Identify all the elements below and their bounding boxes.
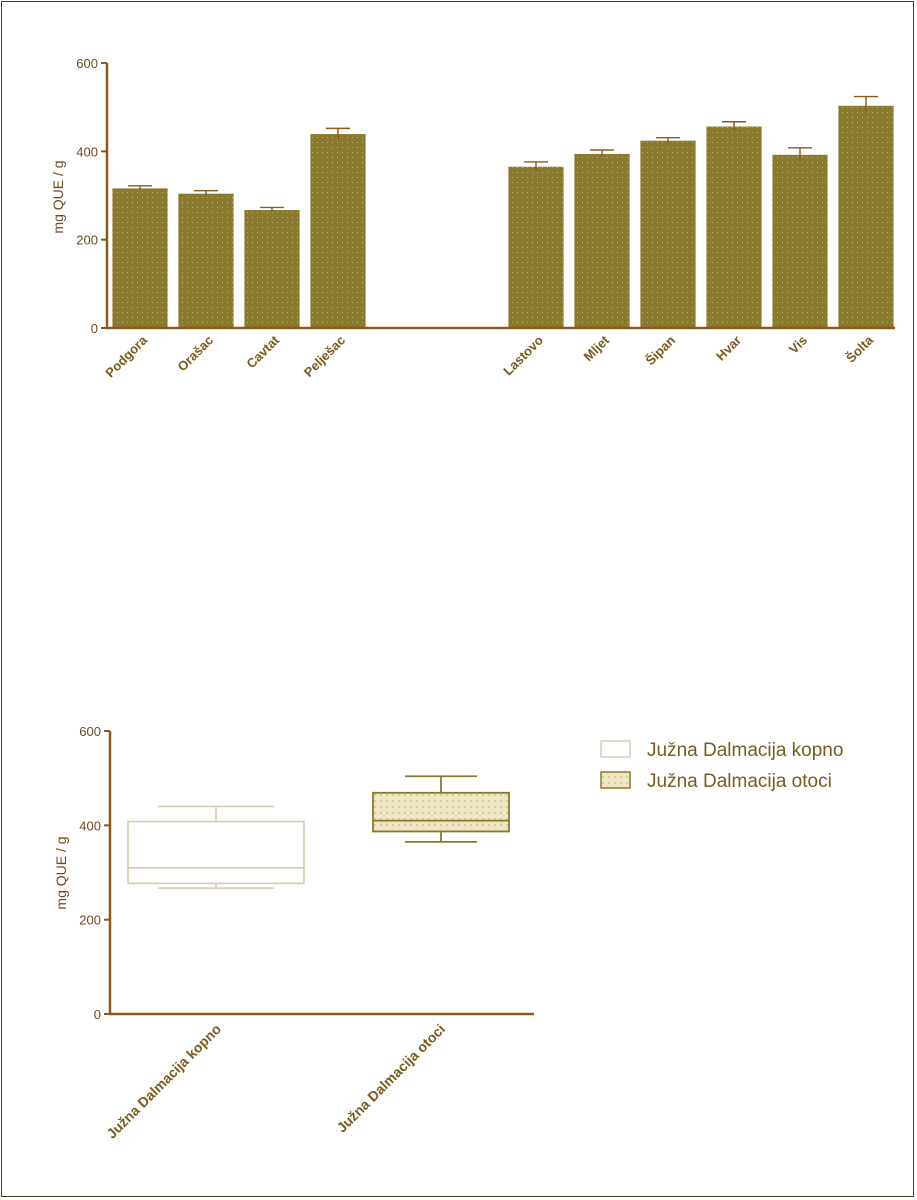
error-bars: [128, 95, 878, 212]
x-tick-label: Cavtat: [243, 332, 282, 371]
x-tick-label: Šolta: [843, 332, 877, 366]
y-tick-label: 600: [76, 56, 98, 71]
bar-series: [111, 105, 895, 329]
bar-chart-x-labels: Podgora Orašac Cavtat Pelješac Lastovo Mljet Š…: [102, 332, 876, 380]
x-tick-label: Orašac: [174, 333, 216, 375]
bar: [309, 133, 367, 329]
legend-item-otoci: Južna Dalmacija otoci: [600, 771, 832, 792]
y-tick-label: 600: [79, 724, 101, 739]
x-tick-label: Južna Dalmacija otoci: [333, 1021, 448, 1136]
x-tick-label: Vis: [786, 333, 810, 357]
bar: [111, 187, 169, 329]
legend: Južna Dalmacija kopno Južna Dalmacija ot…: [600, 740, 843, 792]
bar: [507, 165, 565, 329]
bar: [705, 125, 763, 329]
box-chart-axes: [108, 731, 534, 1016]
x-tick-label: Hvar: [713, 333, 744, 364]
x-tick-label: Šipan: [642, 332, 678, 368]
y-tick-label: 0: [91, 321, 98, 336]
bar-chart-axes: [105, 63, 895, 330]
bar: [243, 209, 301, 329]
box: [372, 791, 510, 833]
bar: [771, 154, 829, 329]
y-tick-label: 0: [94, 1007, 101, 1022]
x-tick-label: Pelješac: [301, 333, 348, 380]
y-tick-label: 400: [79, 818, 101, 833]
x-tick-label: Mljet: [581, 332, 613, 364]
bar: [639, 139, 697, 329]
legend-swatch-kopno: [600, 740, 631, 758]
bar: [177, 192, 235, 329]
bar: [837, 105, 895, 329]
bar-chart: 0 200 400 600 Podgora Orašac Cavtat Pelješac La…: [50, 56, 895, 380]
bar: [573, 153, 631, 329]
x-tick-label: Podgora: [102, 332, 150, 380]
legend-label-otoci: Južna Dalmacija otoci: [647, 771, 832, 792]
legend-item-kopno: Južna Dalmacija kopno: [600, 740, 843, 761]
x-tick-label: Južna Dalmacija kopno: [103, 1021, 224, 1142]
y-tick-label: 200: [76, 233, 98, 248]
bar-chart-y-ticks: 0 200 400 600: [76, 56, 107, 336]
box-chart-y-ticks: 0 200 400 600: [79, 724, 110, 1022]
y-tick-label: 200: [79, 913, 101, 928]
box-chart-x-labels: Južna Dalmacija kopno Južna Dalmacija oto…: [103, 1021, 448, 1142]
box-chart-y-label: mg QUE / g: [53, 836, 69, 909]
legend-swatch-otoci: [600, 771, 631, 789]
box: [127, 820, 305, 885]
x-tick-label: Lastovo: [500, 332, 546, 378]
bar-chart-y-label: mg QUE / g: [50, 160, 66, 233]
legend-label-kopno: Južna Dalmacija kopno: [647, 740, 843, 761]
y-tick-label: 400: [76, 144, 98, 159]
box-series: [127, 775, 510, 889]
